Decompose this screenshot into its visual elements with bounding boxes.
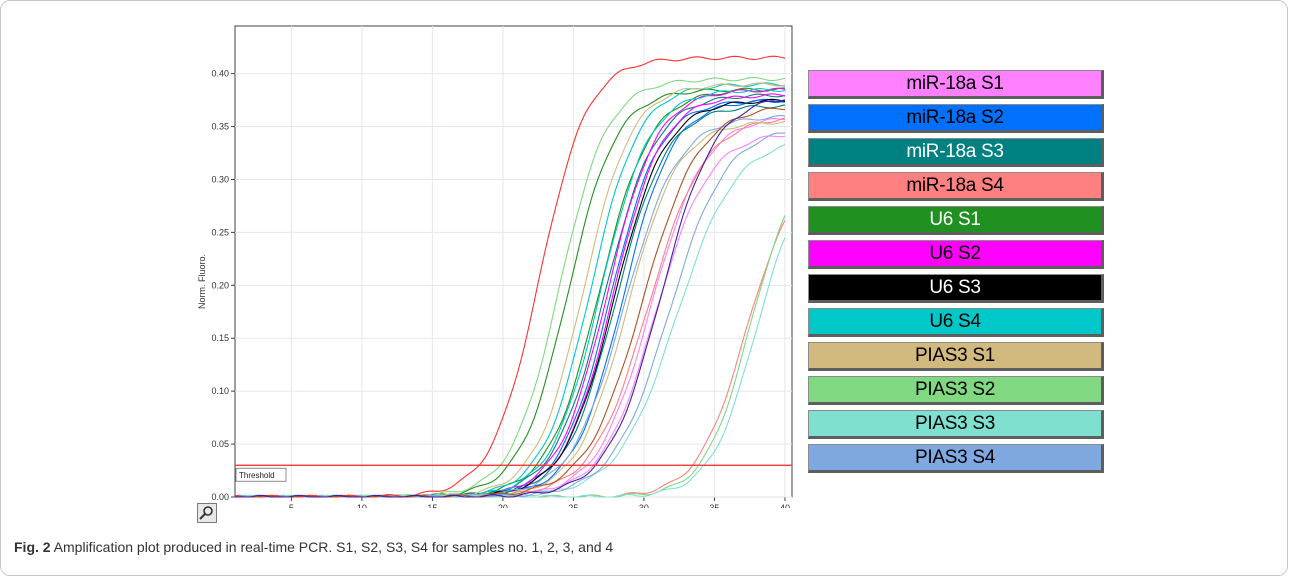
- legend-item[interactable]: U6 S4: [808, 308, 1104, 337]
- y-tick-label: 0.10: [211, 386, 229, 396]
- legend-label: miR-18a S1: [906, 72, 1004, 94]
- legend-item[interactable]: PIAS3 S2: [808, 376, 1104, 405]
- legend-label: U6 S2: [929, 242, 981, 264]
- y-axis-label: Norm. Fluoro.: [197, 254, 207, 309]
- legend-label: PIAS3 S2: [915, 378, 995, 400]
- magnifier-tool-icon: [199, 506, 213, 520]
- threshold-label: Threshold: [239, 471, 275, 480]
- y-tick-label: 0.00: [211, 492, 229, 502]
- x-tick-label: 10: [357, 503, 367, 508]
- amplification-plot: 5 10 15 20 25 30 35 40 0.00 0.05 0.10 0.15 0.20 0.25 0…: [197, 25, 793, 508]
- legend-label: U6 S3: [929, 276, 981, 298]
- x-tick-label: 40: [780, 503, 790, 508]
- legend-label: miR-18a S3: [906, 140, 1004, 162]
- y-tick-label: 0.40: [211, 69, 229, 79]
- x-tick-label: 30: [639, 503, 649, 508]
- x-tick-label: 15: [427, 503, 437, 508]
- legend-label: PIAS3 S1: [915, 344, 995, 366]
- legend-item[interactable]: U6 S2: [808, 240, 1104, 269]
- legend-item[interactable]: U6 S3: [808, 274, 1104, 303]
- y-tick-label: 0.30: [211, 174, 229, 184]
- x-tick-label: 35: [709, 503, 719, 508]
- y-tick-label: 0.25: [211, 227, 229, 237]
- plot-area: [234, 25, 793, 498]
- x-tick-label: 25: [568, 503, 578, 508]
- legend-label: miR-18a S4: [906, 174, 1004, 196]
- legend-label: PIAS3 S3: [915, 412, 995, 434]
- legend-item[interactable]: U6 S1: [808, 206, 1104, 235]
- legend-item[interactable]: miR-18a S1: [808, 70, 1104, 99]
- figure-caption-text: Amplification plot produced in real-time…: [50, 539, 614, 555]
- legend-label: miR-18a S2: [906, 106, 1004, 128]
- series-legend: miR-18a S1 miR-18a S2 miR-18a S3 miR-18a S4…: [808, 70, 1104, 478]
- legend-label: U6 S1: [929, 208, 981, 230]
- legend-item[interactable]: PIAS3 S4: [808, 444, 1104, 473]
- legend-item[interactable]: PIAS3 S1: [808, 342, 1104, 371]
- y-tick-label: 0.20: [211, 280, 229, 290]
- amplification-curve: [235, 99, 786, 498]
- legend-item[interactable]: miR-18a S2: [808, 104, 1104, 133]
- legend-label: U6 S4: [929, 310, 981, 332]
- legend-label: PIAS3 S4: [915, 446, 995, 468]
- legend-item[interactable]: miR-18a S3: [808, 138, 1104, 167]
- figure-caption: Fig. 2 Amplification plot produced in re…: [14, 539, 613, 555]
- y-tick-label: 0.35: [211, 122, 229, 132]
- legend-item[interactable]: PIAS3 S3: [808, 410, 1104, 439]
- figure-label: Fig. 2: [14, 539, 51, 555]
- x-tick-label: 5: [289, 503, 294, 508]
- legend-item[interactable]: miR-18a S4: [808, 172, 1104, 201]
- magnifier-tool-button[interactable]: [197, 503, 217, 523]
- y-tick-label: 0.15: [211, 333, 229, 343]
- threshold-label-box: [235, 467, 287, 482]
- y-tick-label: 0.05: [211, 439, 229, 449]
- x-tick-label: 20: [498, 503, 508, 508]
